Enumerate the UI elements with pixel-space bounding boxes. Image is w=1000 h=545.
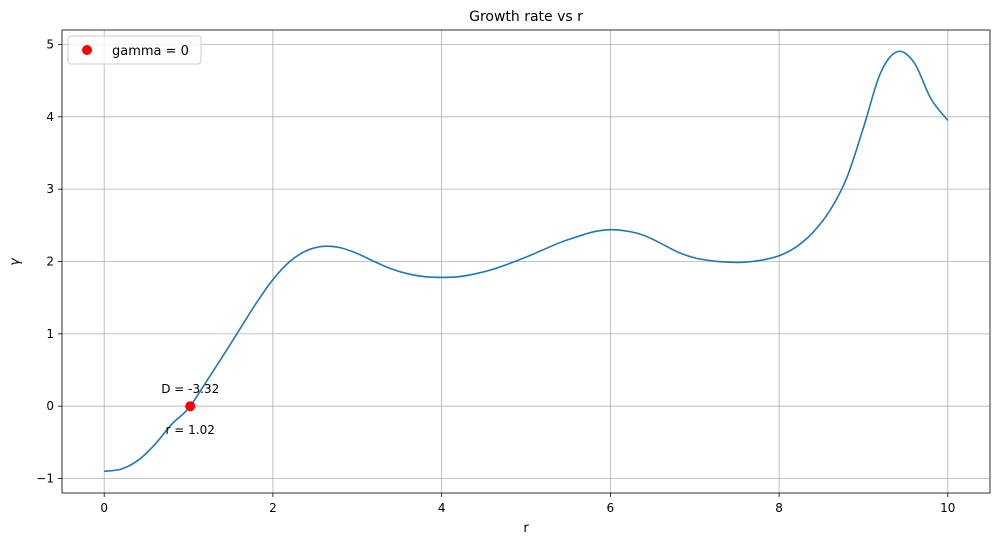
annotation-label: r = 1.02: [166, 423, 215, 437]
x-tick-label: 6: [607, 501, 615, 515]
legend-entry-label: gamma = 0: [112, 44, 189, 59]
annotation-label: D = -3.32: [161, 382, 219, 396]
marker-layer: D = -3.32 r = 1.02: [161, 382, 219, 437]
legend-marker-gamma-zero: [82, 45, 92, 55]
legend-box: [67, 35, 202, 65]
legend: gamma = 0: [67, 35, 202, 65]
x-tick-label: 10: [940, 501, 955, 515]
gamma-zero-point: [185, 401, 196, 412]
x-tick-label: 2: [269, 501, 277, 515]
y-tick-label: 2: [46, 255, 54, 269]
x-tick-label: 0: [100, 501, 108, 515]
x-tick-label: 8: [775, 501, 783, 515]
y-tick-label: −1: [36, 472, 54, 486]
series-layer: [104, 50, 949, 473]
axis-ticks: 0 2 4 6 8 10 −1 0 1 2 3 4 5: [36, 37, 955, 515]
y-tick-label: 0: [46, 399, 54, 413]
x-tick-label: 4: [438, 501, 446, 515]
y-tick-label: 1: [46, 327, 54, 341]
y-tick-label: 5: [46, 37, 54, 51]
y-tick-label: 4: [46, 110, 54, 124]
chart-title: Growth rate vs r: [469, 9, 583, 25]
y-axis-label: γ: [8, 257, 23, 266]
growth-rate-line: [104, 50, 949, 473]
grid-lines: [62, 30, 990, 493]
y-tick-label: 3: [46, 182, 54, 196]
x-axis-label: r: [523, 521, 529, 536]
